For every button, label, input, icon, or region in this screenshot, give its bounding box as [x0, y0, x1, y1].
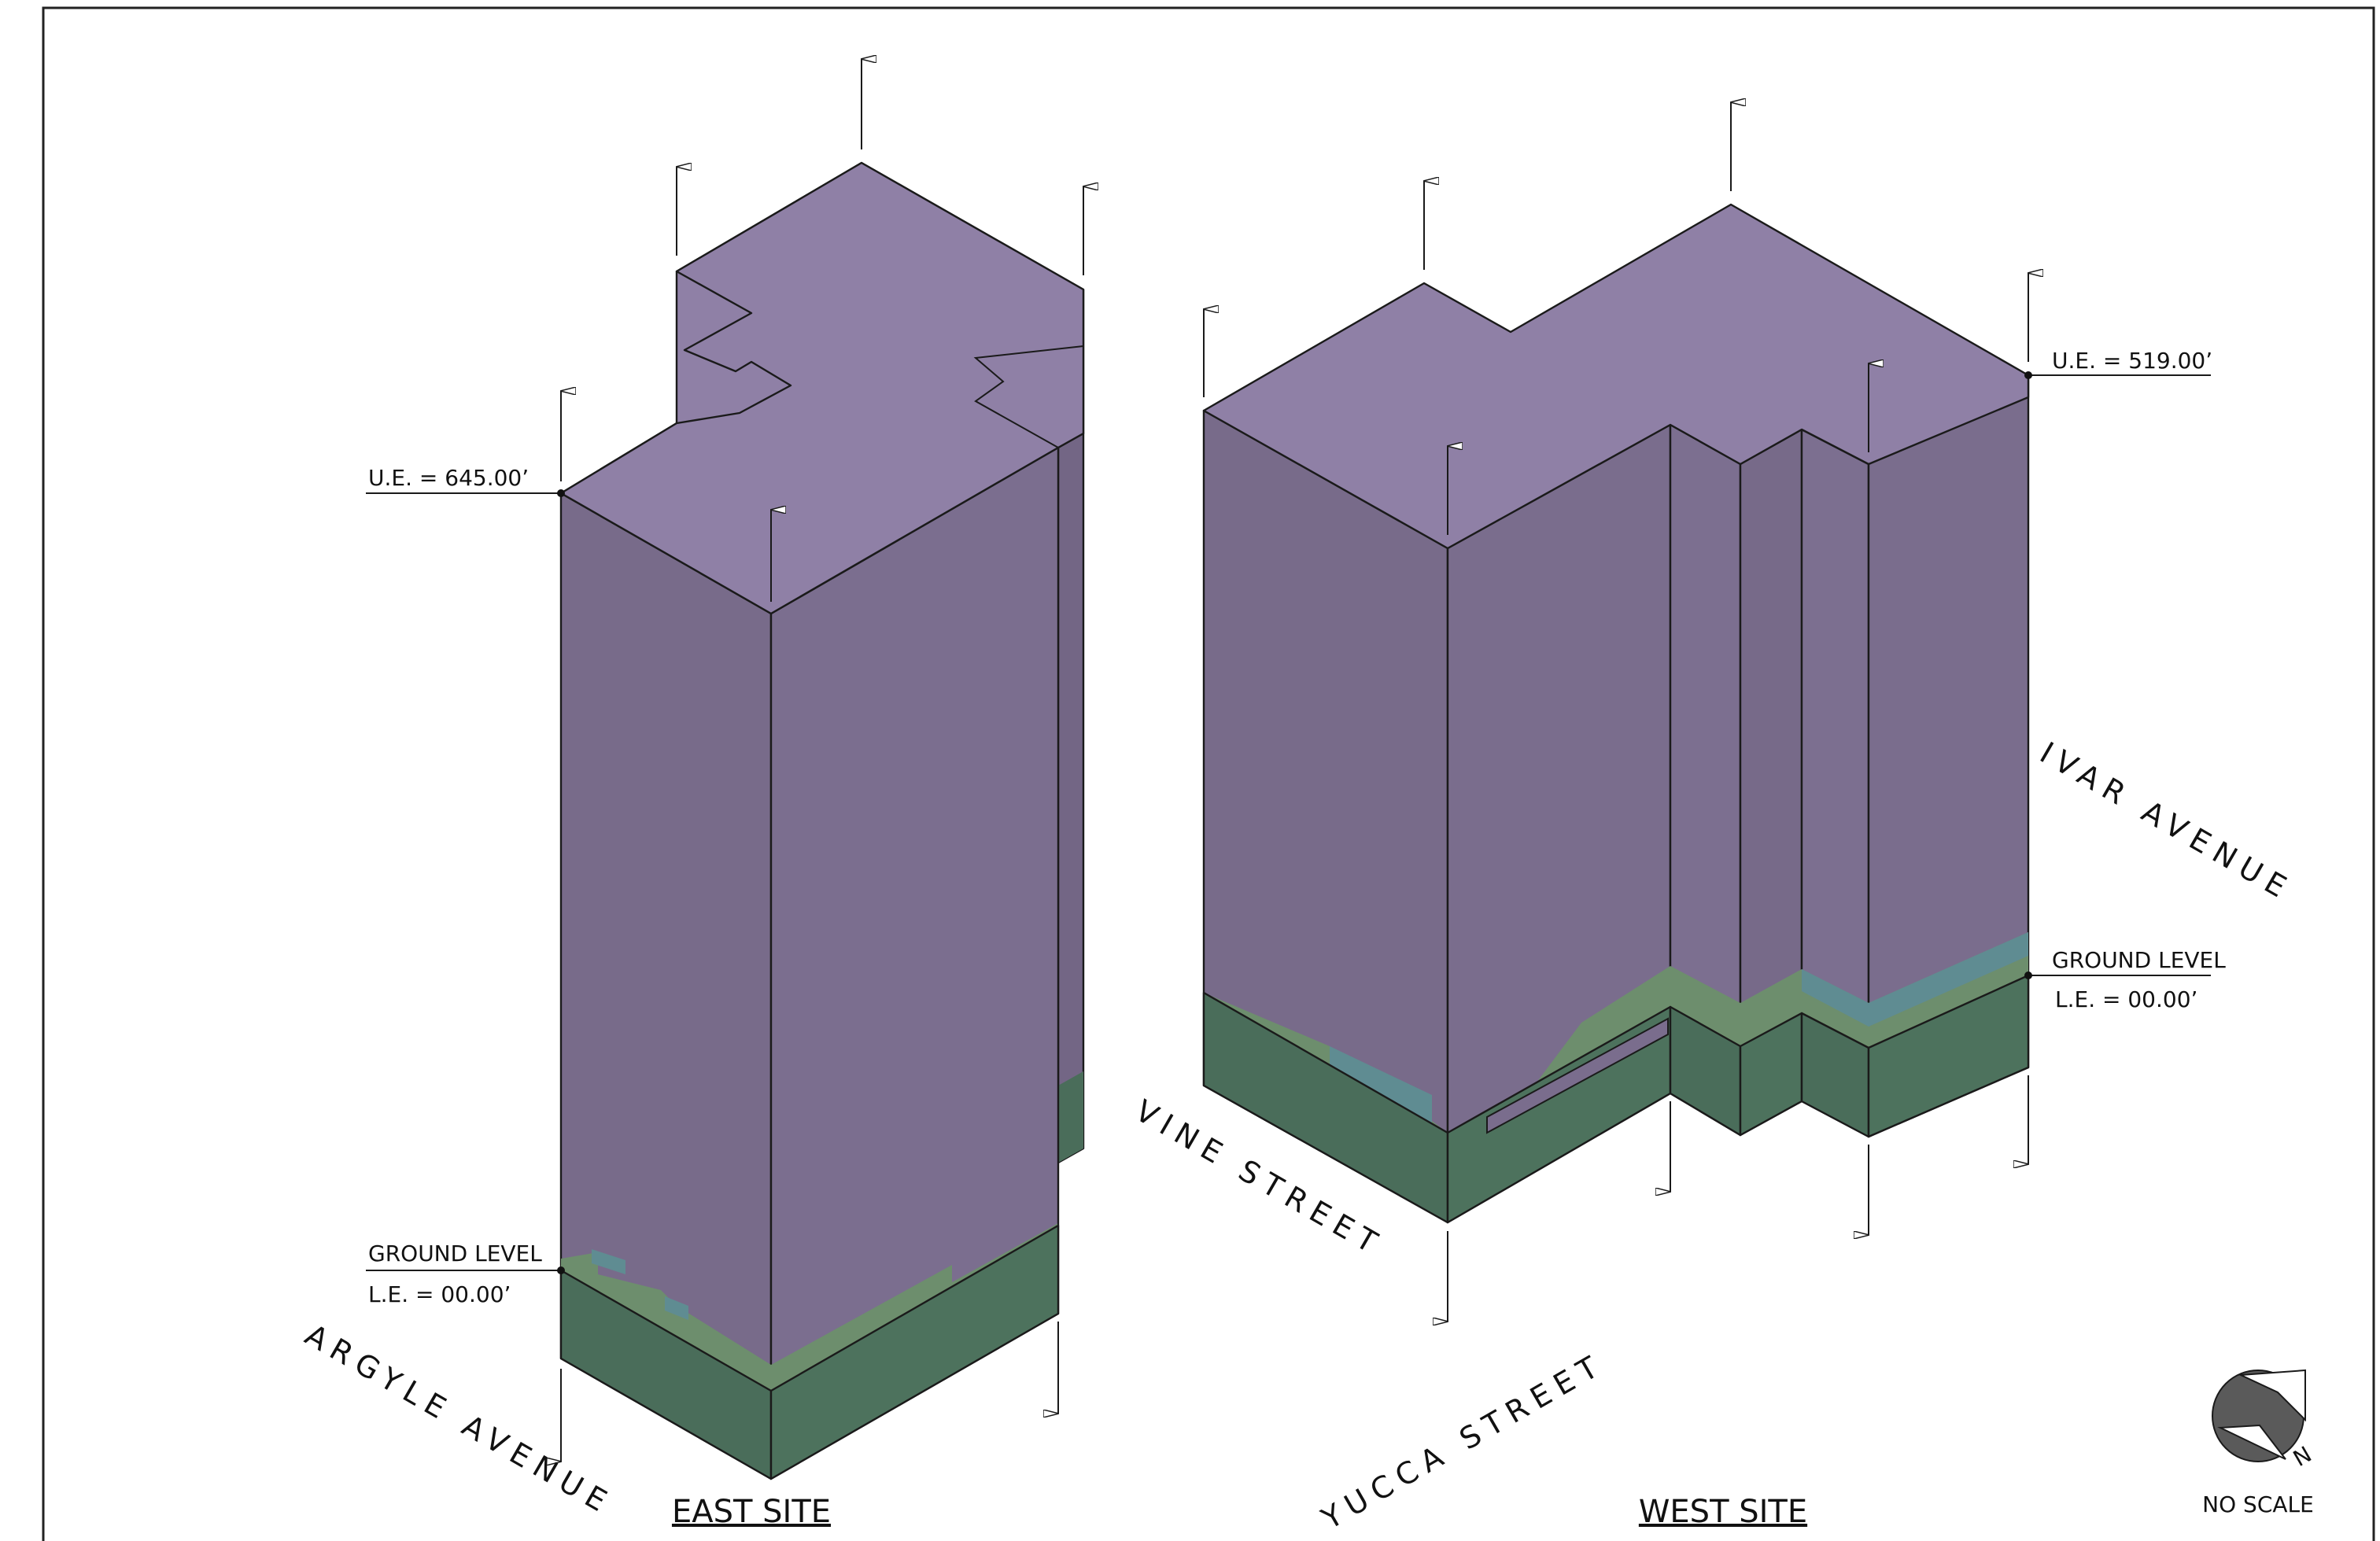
east-rear-below-grade — [1058, 1071, 1083, 1163]
west-elevation-arrows — [1203, 102, 2028, 1322]
street-label-yucca: YUCCA STREET — [1315, 1346, 1611, 1536]
west-ue-label: U.E. = 519.00’ — [2052, 348, 2212, 374]
west-ue-callout: U.E. = 519.00’ — [2024, 348, 2212, 379]
sheet-border — [42, 6, 2375, 1541]
east-teal-accent-2 — [665, 1296, 688, 1320]
east-rear-wall — [1057, 432, 1085, 1164]
street-label-ivar: IVAR AVENUE — [2035, 735, 2299, 909]
east-roof-notch — [973, 345, 1084, 448]
west-ramp-slot — [1486, 1017, 1669, 1134]
north-arrow: N — [2212, 1369, 2316, 1472]
west-site-building — [1202, 203, 2030, 1224]
east-le-label: L.E. = 00.00’ — [368, 1281, 511, 1307]
east-site-building — [559, 161, 1085, 1480]
east-ground-callout: GROUND LEVEL L.E. = 00.00’ — [366, 1241, 565, 1307]
west-teal-accent-right — [1802, 932, 2028, 1027]
west-teal-accent-left — [1330, 1046, 1432, 1125]
east-ground-level-label: GROUND LEVEL — [368, 1241, 542, 1266]
west-ground-level-label: GROUND LEVEL — [2052, 947, 2226, 973]
east-teal-accent — [592, 1249, 625, 1274]
scale-note: NO SCALE — [2202, 1491, 2314, 1517]
east-roof-main — [559, 161, 1085, 615]
west-site-title: WEST SITE — [1639, 1494, 1807, 1530]
west-le-label: L.E. = 00.00’ — [2055, 986, 2197, 1012]
east-ue-label: U.E. = 645.00’ — [368, 465, 529, 491]
west-below-grade-right — [1867, 974, 2030, 1138]
east-ue-callout: U.E. = 645.00’ — [366, 465, 565, 497]
east-elevation-arrows — [561, 59, 1083, 1462]
west-roof — [1202, 203, 2030, 550]
west-ground-callout: GROUND LEVEL L.E. = 00.00’ — [2024, 947, 2226, 1012]
east-site-title: EAST SITE — [672, 1494, 831, 1530]
